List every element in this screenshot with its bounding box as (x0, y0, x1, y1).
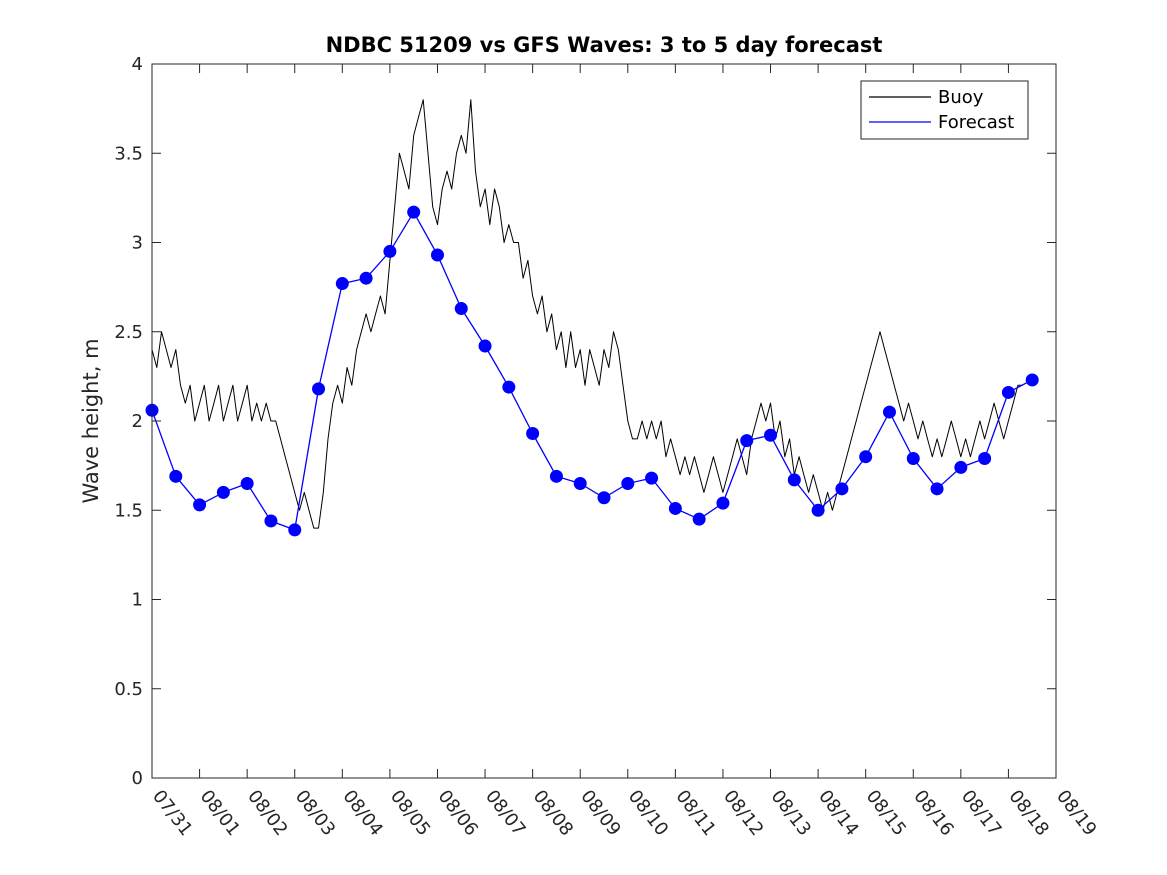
legend: Buoy Forecast (860, 80, 1029, 140)
forecast-marker-28 (811, 503, 825, 517)
forecast-marker-25 (740, 434, 754, 448)
y-tick-label: 1.5 (114, 500, 143, 521)
legend-label-buoy: Buoy (938, 87, 984, 108)
forecast-marker-37 (1025, 373, 1039, 387)
y-tick-label: 2.5 (114, 322, 143, 343)
forecast-marker-34 (954, 460, 968, 474)
y-tick-label: 2 (132, 411, 143, 432)
forecast-marker-33 (930, 482, 944, 496)
y-tick-label: 0.5 (114, 679, 143, 700)
forecast-marker-36 (1001, 385, 1015, 399)
forecast-marker-15 (502, 380, 516, 394)
series-line-buoy (152, 99, 1023, 529)
forecast-marker-2 (193, 498, 207, 512)
forecast-marker-7 (312, 382, 326, 396)
legend-box (860, 80, 1029, 140)
forecast-marker-29 (835, 482, 849, 496)
forecast-marker-12 (430, 248, 444, 262)
forecast-marker-26 (764, 428, 778, 442)
forecast-marker-30 (859, 450, 873, 464)
y-tick-label: 0 (132, 768, 143, 789)
forecast-marker-14 (478, 339, 492, 353)
forecast-marker-23 (692, 512, 706, 526)
forecast-marker-16 (526, 426, 540, 440)
legend-label-forecast: Forecast (938, 112, 1014, 133)
forecast-marker-9 (359, 271, 373, 285)
forecast-marker-6 (288, 523, 302, 537)
forecast-marker-3 (216, 485, 230, 499)
forecast-marker-4 (240, 476, 254, 490)
forecast-marker-22 (668, 501, 682, 515)
y-tick-label: 3.5 (114, 143, 143, 164)
forecast-marker-35 (978, 451, 992, 465)
series-line-forecast (152, 211, 1033, 531)
forecast-marker-5 (264, 514, 278, 528)
forecast-marker-11 (407, 205, 421, 219)
forecast-marker-1 (169, 469, 183, 483)
forecast-marker-8 (335, 277, 349, 291)
forecast-marker-31 (882, 405, 896, 419)
y-tick-label: 1 (132, 590, 143, 611)
forecast-marker-18 (573, 476, 587, 490)
forecast-marker-27 (787, 473, 801, 487)
forecast-marker-24 (716, 496, 730, 510)
forecast-marker-13 (454, 302, 468, 316)
y-tick-label: 4 (132, 54, 143, 75)
forecast-marker-20 (621, 476, 635, 490)
forecast-marker-10 (383, 244, 397, 258)
forecast-marker-19 (597, 491, 611, 505)
forecast-marker-21 (645, 471, 659, 485)
forecast-marker-32 (906, 451, 920, 465)
y-axis-label: Wave height, m (79, 338, 103, 503)
chart-title: NDBC 51209 vs GFS Waves: 3 to 5 day fore… (326, 33, 883, 57)
forecast-marker-17 (549, 469, 563, 483)
y-tick-label: 3 (132, 233, 143, 254)
